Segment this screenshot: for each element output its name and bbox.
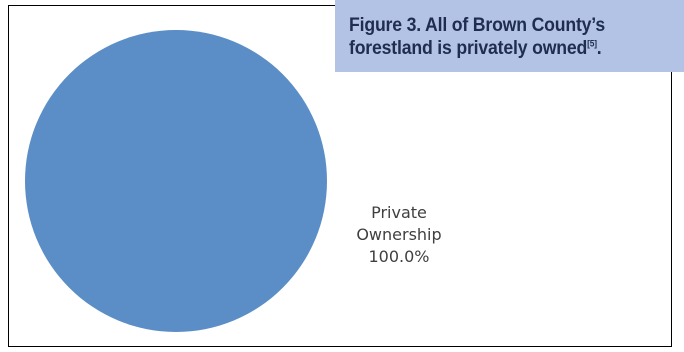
caption-suffix: . — [596, 38, 602, 59]
caption-superscript: [5] — [587, 38, 597, 49]
data-label-percent: 100.0% — [368, 247, 429, 266]
pie-slice-private-ownership — [25, 30, 327, 332]
caption-line-2-text: forestland is privately owned — [349, 38, 588, 59]
figure-caption-box: Figure 3. All of Brown County’s forestla… — [335, 0, 684, 72]
data-label-category: Ownership — [356, 225, 441, 244]
data-label-category: Private — [371, 203, 427, 222]
caption-line-1: Figure 3. All of Brown County’s — [349, 15, 606, 36]
caption-line-2: forestland is privately owned[5]. — [349, 37, 651, 60]
